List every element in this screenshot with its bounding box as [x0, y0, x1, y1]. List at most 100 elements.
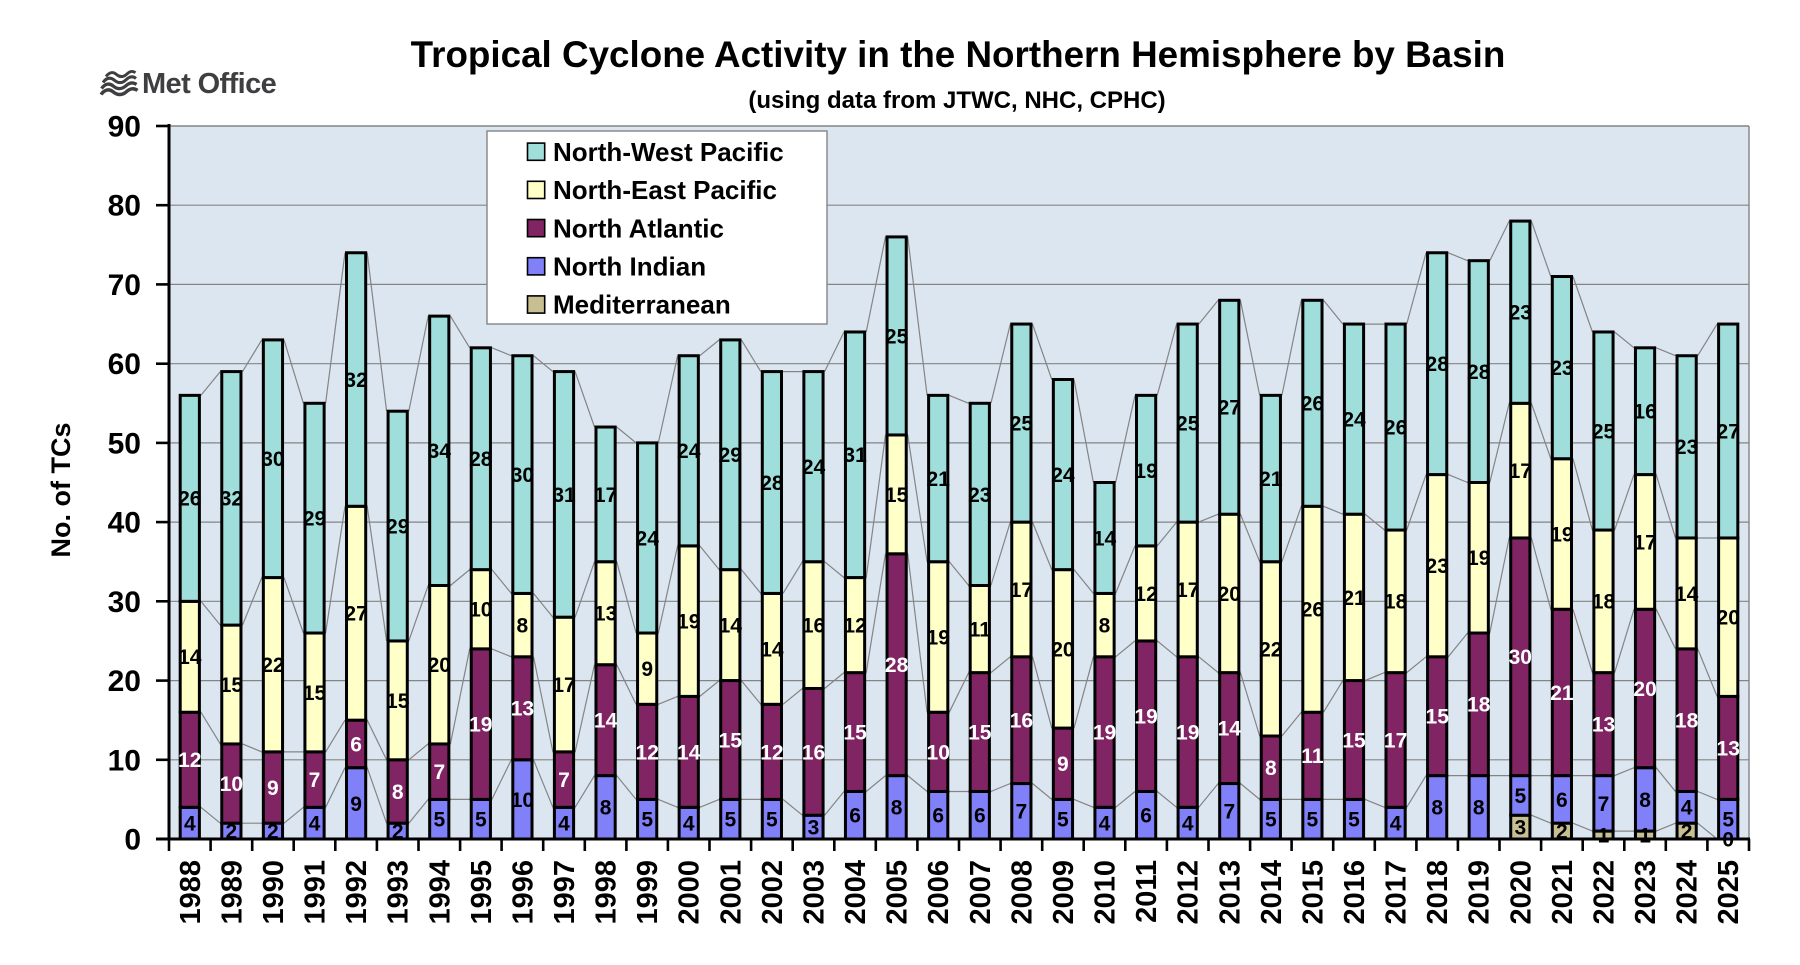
svg-text:15: 15 — [1342, 729, 1366, 752]
svg-text:26: 26 — [1301, 599, 1324, 622]
svg-text:2000: 2000 — [674, 860, 706, 925]
svg-text:North Atlantic: North Atlantic — [553, 213, 724, 243]
svg-text:12: 12 — [760, 741, 783, 764]
svg-text:20: 20 — [1051, 638, 1074, 661]
svg-text:13: 13 — [1717, 737, 1740, 760]
svg-text:2: 2 — [267, 821, 279, 844]
svg-text:25: 25 — [885, 325, 909, 348]
svg-text:9: 9 — [641, 658, 653, 681]
svg-text:24: 24 — [677, 440, 701, 463]
svg-text:28: 28 — [469, 448, 493, 471]
svg-text:70: 70 — [108, 269, 141, 302]
svg-text:2020: 2020 — [1505, 860, 1537, 925]
svg-text:16: 16 — [802, 741, 825, 764]
svg-text:18: 18 — [1384, 591, 1408, 614]
svg-text:2005: 2005 — [882, 860, 914, 925]
svg-text:11: 11 — [969, 619, 992, 642]
svg-text:2004: 2004 — [840, 860, 872, 925]
svg-text:2001: 2001 — [715, 860, 747, 925]
svg-text:17: 17 — [1509, 460, 1532, 483]
svg-text:24: 24 — [1051, 464, 1075, 487]
svg-text:14: 14 — [677, 741, 701, 764]
svg-text:10: 10 — [108, 744, 141, 777]
svg-text:60: 60 — [108, 348, 141, 381]
svg-text:20: 20 — [1717, 607, 1740, 630]
svg-text:50: 50 — [108, 427, 141, 460]
svg-text:16: 16 — [1633, 401, 1656, 424]
svg-text:1988: 1988 — [175, 860, 207, 925]
svg-text:8: 8 — [392, 781, 404, 804]
svg-text:32: 32 — [220, 488, 243, 511]
svg-text:1989: 1989 — [216, 860, 248, 925]
svg-text:5: 5 — [1307, 809, 1319, 832]
svg-text:19: 19 — [1550, 523, 1573, 546]
svg-text:2015: 2015 — [1297, 860, 1329, 925]
svg-text:6: 6 — [350, 733, 362, 756]
svg-text:17: 17 — [594, 484, 617, 507]
svg-text:17: 17 — [1176, 579, 1199, 602]
svg-text:21: 21 — [1342, 587, 1366, 610]
svg-text:8: 8 — [1265, 757, 1277, 780]
svg-text:8: 8 — [1099, 615, 1111, 638]
svg-text:30: 30 — [108, 586, 141, 619]
svg-text:25: 25 — [1176, 413, 1200, 436]
svg-text:6: 6 — [1556, 789, 1568, 812]
svg-text:32: 32 — [344, 369, 367, 392]
svg-text:2013: 2013 — [1214, 860, 1246, 925]
svg-text:2007: 2007 — [965, 860, 997, 925]
svg-text:30: 30 — [1509, 646, 1532, 669]
svg-text:20: 20 — [1218, 583, 1241, 606]
svg-text:29: 29 — [719, 444, 742, 467]
svg-text:16: 16 — [1010, 710, 1033, 733]
svg-text:5: 5 — [475, 809, 487, 832]
svg-text:20: 20 — [108, 665, 141, 698]
svg-text:15: 15 — [719, 729, 743, 752]
svg-text:North Indian: North Indian — [553, 252, 706, 282]
svg-text:2022: 2022 — [1589, 860, 1621, 925]
svg-text:(using data from JTWC, NHC, CP: (using data from JTWC, NHC, CPHC) — [748, 87, 1165, 114]
svg-text:31: 31 — [843, 444, 867, 467]
svg-text:15: 15 — [303, 682, 327, 705]
svg-text:2012: 2012 — [1173, 860, 1205, 925]
svg-text:9: 9 — [1057, 753, 1069, 776]
svg-text:15: 15 — [843, 721, 867, 744]
svg-text:9: 9 — [350, 793, 362, 816]
svg-text:2002: 2002 — [757, 860, 789, 925]
svg-text:6: 6 — [849, 805, 861, 828]
svg-text:31: 31 — [552, 484, 576, 507]
svg-text:4: 4 — [184, 813, 196, 836]
svg-text:2: 2 — [392, 821, 404, 844]
svg-text:4: 4 — [1681, 797, 1693, 820]
svg-text:5: 5 — [766, 809, 778, 832]
svg-text:19: 19 — [927, 626, 950, 649]
svg-text:22: 22 — [1259, 638, 1282, 661]
svg-text:6: 6 — [974, 805, 986, 828]
svg-text:3: 3 — [1514, 817, 1526, 840]
svg-text:5: 5 — [1348, 809, 1360, 832]
svg-text:1993: 1993 — [383, 860, 415, 925]
svg-text:23: 23 — [1550, 357, 1573, 380]
svg-text:8: 8 — [1431, 797, 1443, 820]
svg-text:Met Office: Met Office — [142, 68, 277, 100]
svg-text:26: 26 — [178, 488, 201, 511]
svg-text:19: 19 — [469, 714, 492, 737]
svg-text:20: 20 — [428, 654, 451, 677]
svg-text:1994: 1994 — [424, 860, 456, 925]
svg-text:2014: 2014 — [1256, 860, 1288, 925]
svg-text:2: 2 — [1556, 821, 1568, 844]
svg-text:15: 15 — [220, 674, 244, 697]
svg-text:17: 17 — [1384, 729, 1407, 752]
svg-text:19: 19 — [1093, 721, 1116, 744]
svg-text:26: 26 — [1384, 416, 1407, 439]
svg-text:12: 12 — [178, 749, 201, 772]
svg-text:21: 21 — [1550, 682, 1574, 705]
svg-text:5: 5 — [433, 809, 445, 832]
svg-text:17: 17 — [1010, 579, 1033, 602]
svg-text:14: 14 — [1093, 527, 1117, 550]
svg-text:Mediterranean: Mediterranean — [553, 290, 731, 320]
svg-text:28: 28 — [760, 472, 784, 495]
svg-text:19: 19 — [1467, 547, 1490, 570]
svg-text:21: 21 — [927, 468, 951, 491]
svg-text:1992: 1992 — [341, 860, 373, 925]
svg-text:5: 5 — [724, 809, 736, 832]
